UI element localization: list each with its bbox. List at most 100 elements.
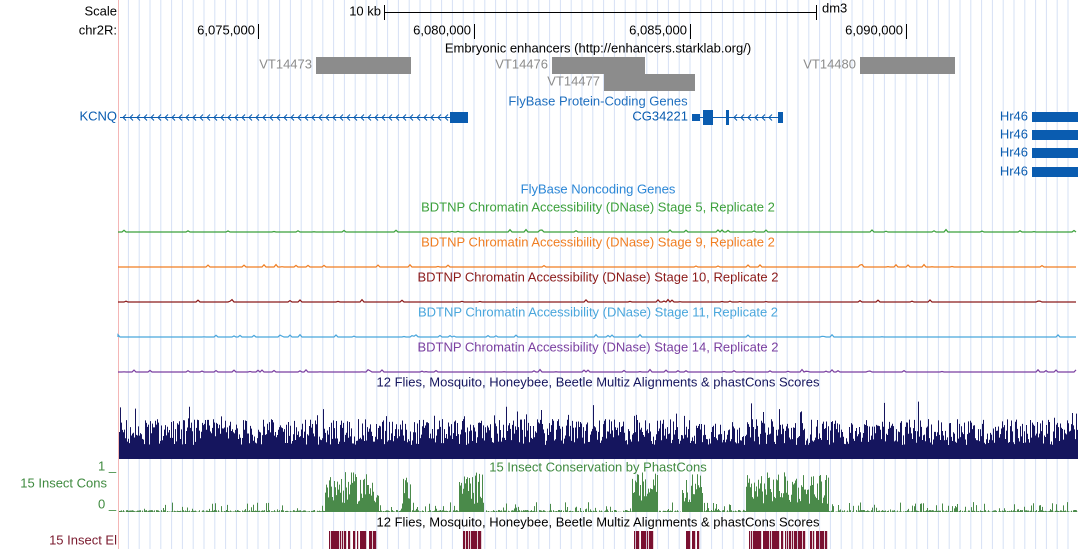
gene-label[interactable]: Hr46 <box>1000 144 1028 159</box>
element <box>794 531 796 549</box>
element <box>687 531 689 549</box>
gene-label[interactable]: Hr46 <box>1000 163 1028 178</box>
strand-arrow <box>381 114 386 121</box>
element <box>364 531 366 549</box>
element <box>817 531 819 549</box>
element <box>354 531 356 549</box>
exon[interactable] <box>1032 112 1078 122</box>
element <box>649 531 651 549</box>
element <box>652 531 654 549</box>
element <box>823 531 825 549</box>
element <box>335 531 337 549</box>
strand-arrow <box>367 114 372 121</box>
exon[interactable] <box>1032 167 1078 177</box>
element <box>796 531 798 549</box>
enhancer[interactable] <box>604 74 695 91</box>
strand-arrow <box>290 114 295 121</box>
element <box>773 531 775 549</box>
element <box>362 531 364 549</box>
strand-arrow <box>318 114 323 121</box>
element <box>689 531 691 549</box>
ruler-label: 6,090,000 <box>845 22 903 37</box>
strand-arrow <box>150 114 155 121</box>
element <box>777 531 779 549</box>
strand-arrow <box>185 114 190 121</box>
element <box>688 531 690 549</box>
dnase-signal <box>118 263 1076 268</box>
element <box>471 531 473 549</box>
element <box>345 531 347 549</box>
element <box>371 531 373 549</box>
element <box>344 531 346 549</box>
track-label[interactable]: 15 Insect Cons <box>20 475 107 490</box>
exon[interactable] <box>778 112 783 123</box>
strand-arrow <box>761 114 766 121</box>
element <box>643 531 645 549</box>
element <box>694 531 696 549</box>
exon[interactable] <box>692 114 700 121</box>
element <box>751 531 753 549</box>
enhancer-label[interactable]: VT14477 <box>547 73 600 88</box>
element <box>331 531 333 549</box>
strand-arrow <box>444 114 449 121</box>
track-label[interactable]: 15 Insect El <box>49 532 117 547</box>
ruler-label: 6,085,000 <box>629 22 687 37</box>
element <box>697 531 699 549</box>
strand-arrow <box>754 114 759 121</box>
element <box>334 531 336 549</box>
element <box>792 531 794 549</box>
element <box>778 531 780 549</box>
element <box>800 531 802 549</box>
exon[interactable] <box>703 110 713 125</box>
strand-arrow <box>178 114 183 121</box>
element <box>756 531 758 549</box>
strand-arrow <box>768 114 773 121</box>
element <box>473 531 475 549</box>
axis-max: 1 _ <box>98 458 117 473</box>
strand-arrow <box>269 114 274 121</box>
enhancer-label[interactable]: VT14480 <box>803 56 856 71</box>
gene-label[interactable]: Hr46 <box>1000 126 1028 141</box>
track-title: Embryonic enhancers (http://enhancers.st… <box>445 40 751 55</box>
enhancer[interactable] <box>316 57 411 74</box>
element <box>816 531 818 549</box>
exon[interactable] <box>1032 130 1078 140</box>
element <box>755 531 757 549</box>
conserved-elements <box>329 531 828 549</box>
track-title: BDTNP Chromatin Accessibility (DNase) St… <box>421 199 775 214</box>
exon[interactable] <box>726 110 729 125</box>
element <box>686 531 688 549</box>
element <box>647 531 649 549</box>
exon[interactable] <box>450 112 468 123</box>
strand-arrow <box>388 114 393 121</box>
exon[interactable] <box>1032 148 1078 158</box>
element <box>781 531 783 549</box>
gene-label[interactable]: CG34221 <box>632 108 688 123</box>
strand-arrow <box>164 114 169 121</box>
gene-label[interactable]: KCNQ <box>79 108 117 123</box>
strand-arrow <box>409 114 414 121</box>
enhancer-label[interactable]: VT14473 <box>259 56 312 71</box>
element <box>375 531 377 549</box>
dnase-signal <box>118 368 1077 373</box>
strand-arrow <box>339 114 344 121</box>
strand-arrow <box>332 114 337 121</box>
element <box>374 531 376 549</box>
element <box>782 531 784 549</box>
element <box>693 531 695 549</box>
element <box>637 531 639 549</box>
enhancer[interactable] <box>860 57 955 74</box>
element <box>822 531 824 549</box>
strand-arrow <box>416 114 421 121</box>
gene-label[interactable]: Hr46 <box>1000 108 1028 123</box>
element <box>754 531 756 549</box>
element <box>329 531 331 549</box>
enhancer[interactable] <box>552 57 645 74</box>
strand-arrow <box>402 114 407 121</box>
enhancer-label[interactable]: VT14476 <box>495 56 548 71</box>
element <box>361 531 363 549</box>
element <box>353 531 355 549</box>
strand-arrow <box>248 114 253 121</box>
strand-arrow <box>423 114 428 121</box>
